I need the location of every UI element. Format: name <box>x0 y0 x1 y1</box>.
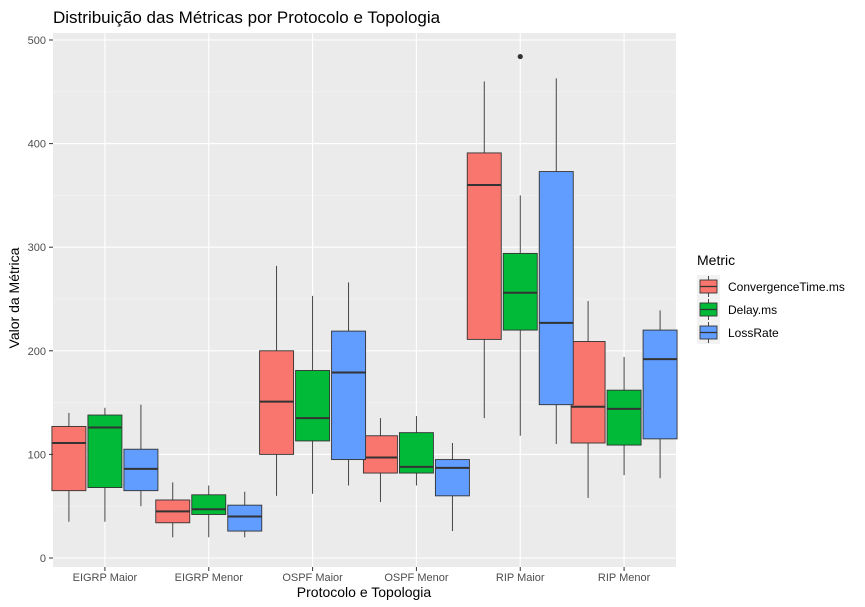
x-tick-label: OSPF Menor <box>384 572 449 584</box>
box-iqr <box>123 448 159 492</box>
box-LossRate-RIP Maior <box>538 78 574 445</box>
box-iqr <box>642 329 678 440</box>
y-axis: 0 100 200 300 400 500 <box>28 35 53 565</box>
legend: Metric ConvergenceTime.ms Delay.ms LossRat… <box>697 252 845 344</box>
box-Delay.ms-RIP Menor <box>606 357 642 476</box>
box-iqr <box>570 341 606 444</box>
box-iqr <box>434 459 470 497</box>
box-ConvergenceTime.ms-RIP Maior <box>466 81 502 419</box>
legend-label: ConvergenceTime.ms <box>728 280 845 294</box>
box-ConvergenceTime.ms-EIGRP Menor <box>155 482 191 538</box>
box-ConvergenceTime.ms-RIP Menor <box>570 301 606 498</box>
box-iqr <box>227 504 263 532</box>
box-ConvergenceTime.ms-OSPF Maior <box>259 265 295 496</box>
x-tick-label: EIGRP Menor <box>175 572 244 584</box>
y-axis-title: Valor da Métrica <box>6 247 22 348</box>
box-iqr <box>466 152 502 340</box>
x-tick-label: RIP Maior <box>496 572 545 584</box>
x-axis: EIGRP Maior EIGRP Menor OSPF Maior OSPF Men… <box>73 567 651 584</box>
y-tick-label: 400 <box>28 139 46 151</box>
chart-title: Distribuição das Métricas por Protocolo … <box>53 8 441 27</box>
legend-item-Delay.ms: Delay.ms <box>697 298 777 321</box>
x-tick-label: RIP Menor <box>598 572 651 584</box>
box-LossRate-OSPF Maior <box>331 282 367 486</box>
y-tick-label: 0 <box>40 553 46 565</box>
y-tick-label: 200 <box>28 346 46 358</box>
box-ConvergenceTime.ms-EIGRP Maior <box>51 412 87 522</box>
box-iqr <box>191 494 227 515</box>
legend-item-LossRate: LossRate <box>697 321 779 344</box>
box-iqr <box>331 330 367 461</box>
box-iqr <box>362 435 398 474</box>
x-tick-label: OSPF Maior <box>282 572 343 584</box>
box-iqr <box>295 370 331 442</box>
x-tick-label: EIGRP Maior <box>73 572 138 584</box>
box-Delay.ms-EIGRP Menor <box>191 485 227 538</box>
box-iqr <box>259 350 295 455</box>
box-Delay.ms-OSPF Menor <box>398 416 434 486</box>
legend-label: Delay.ms <box>728 303 777 317</box>
outlier-point <box>517 53 523 60</box>
box-iqr <box>87 414 123 489</box>
box-LossRate-EIGRP Menor <box>227 491 263 538</box>
box-Delay.ms-OSPF Maior <box>295 295 331 494</box>
box-LossRate-EIGRP Maior <box>123 404 159 507</box>
box-LossRate-OSPF Menor <box>434 443 470 532</box>
box-iqr <box>538 171 574 406</box>
box-Delay.ms-RIP Maior <box>502 53 538 436</box>
box-iqr <box>51 425 87 492</box>
boxes-layer <box>51 53 678 538</box>
box-LossRate-RIP Menor <box>642 310 678 479</box>
box-Delay.ms-EIGRP Maior <box>87 407 123 522</box>
box-ConvergenceTime.ms-OSPF Menor <box>362 418 398 503</box>
legend-title: Metric <box>697 252 735 268</box>
y-tick-label: 500 <box>28 35 46 47</box>
legend-label: LossRate <box>728 326 779 340</box>
y-tick-label: 300 <box>28 242 46 254</box>
x-axis-title: Protocolo e Topologia <box>297 584 432 600</box>
legend-items: ConvergenceTime.ms Delay.ms LossRate <box>697 275 845 344</box>
y-tick-label: 100 <box>28 449 46 461</box>
box-iqr <box>502 252 538 331</box>
legend-item-ConvergenceTime.ms: ConvergenceTime.ms <box>697 275 845 298</box>
box-iqr <box>606 389 642 446</box>
